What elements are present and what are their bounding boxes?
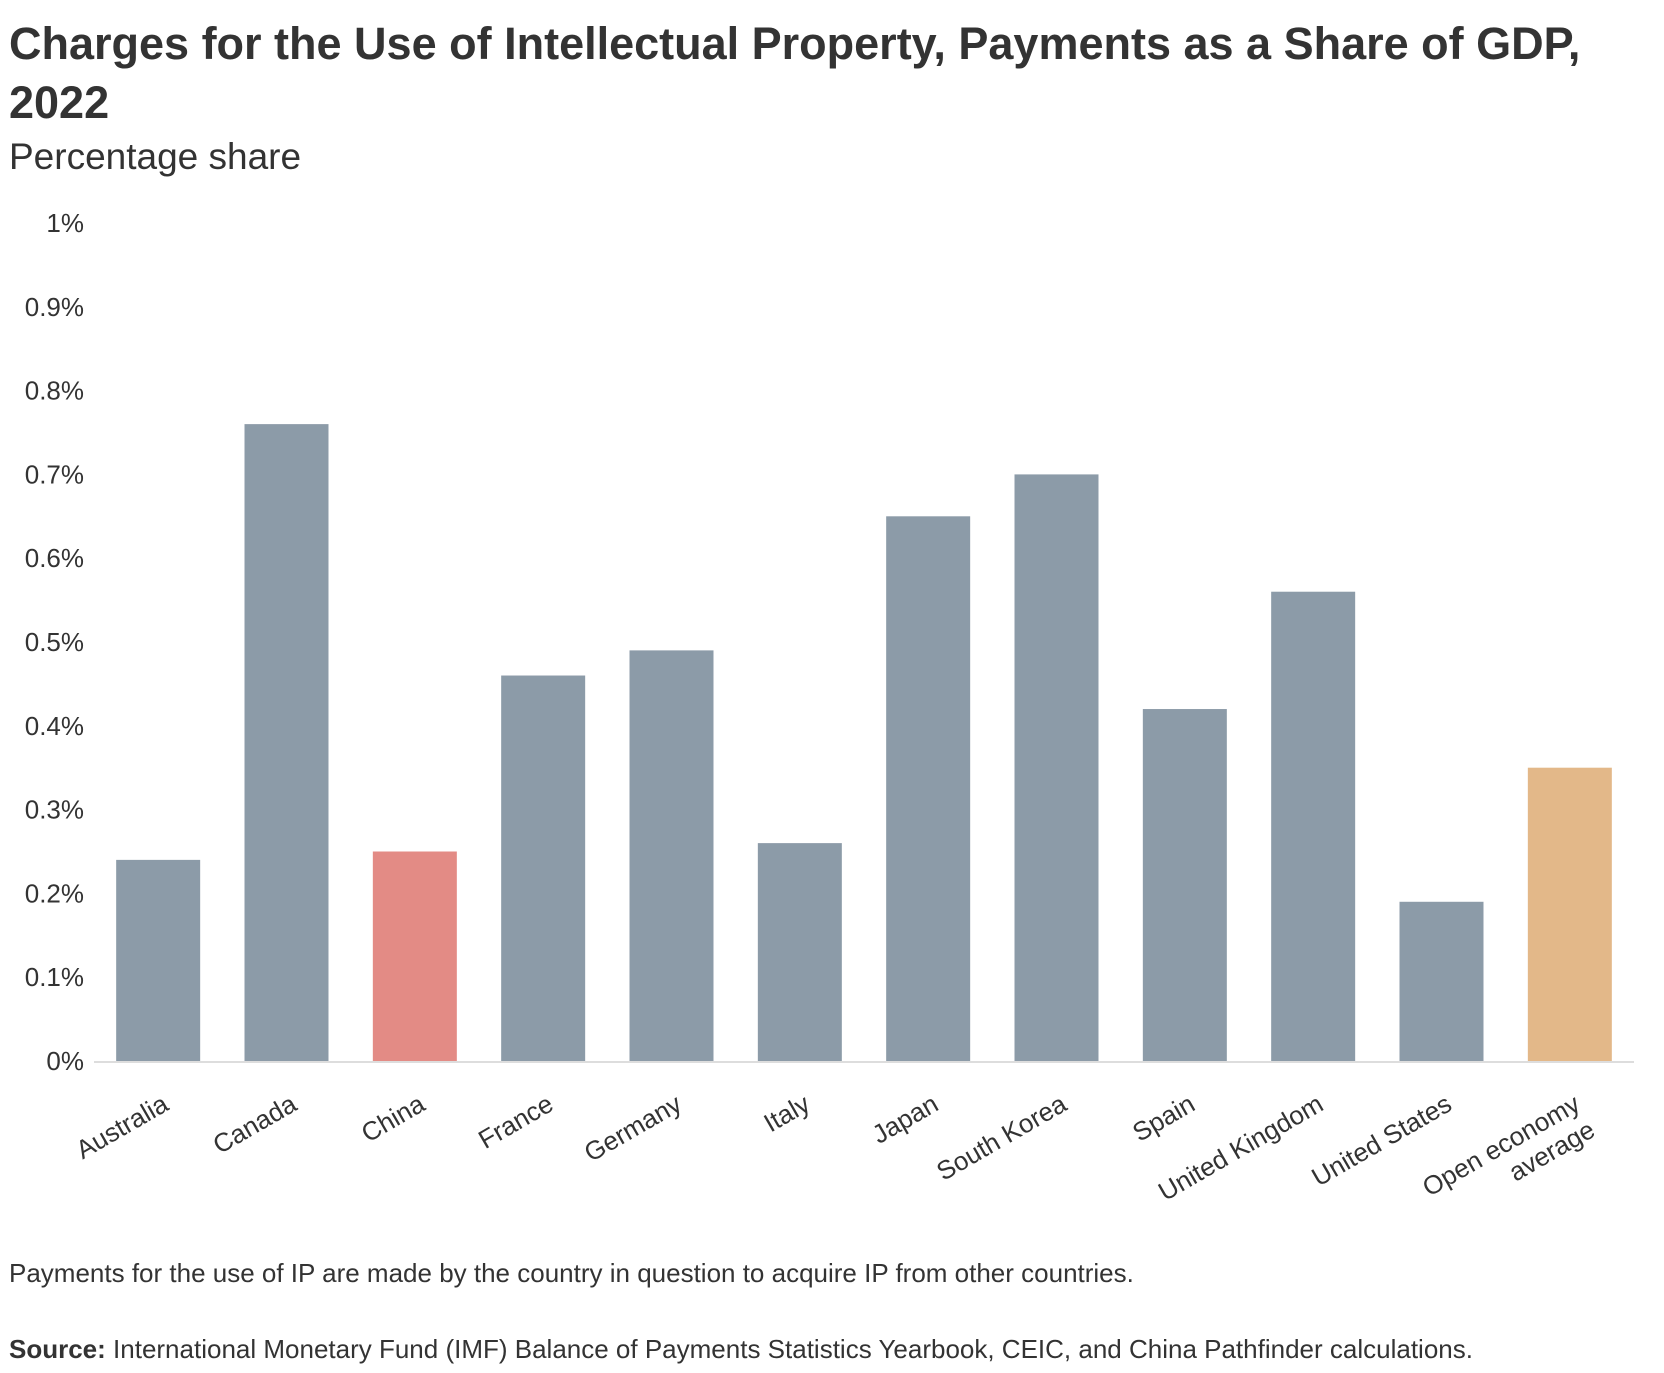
chart-note: Payments for the use of IP are made by t… bbox=[9, 1258, 1134, 1288]
bar-spain bbox=[1142, 709, 1227, 1061]
y-tick-label: 0.8% bbox=[25, 376, 84, 406]
y-tick-label: 0.7% bbox=[25, 459, 84, 489]
x-tick-label: China bbox=[356, 1088, 430, 1148]
source-label: Source: bbox=[9, 1334, 106, 1364]
bar-open-economy-average bbox=[1527, 767, 1612, 1061]
y-tick-label: 0.4% bbox=[25, 711, 84, 741]
bar-italy bbox=[757, 843, 842, 1061]
bar-germany bbox=[629, 650, 714, 1061]
bar-australia bbox=[116, 859, 201, 1061]
bar-china bbox=[372, 851, 457, 1061]
x-tick-label-line: Spain bbox=[1127, 1088, 1200, 1147]
x-tick-label-line: Canada bbox=[208, 1088, 302, 1160]
y-tick-label: 0.2% bbox=[25, 878, 84, 908]
x-tick-label-line: Germany bbox=[579, 1088, 687, 1167]
y-tick-label: 0.3% bbox=[25, 795, 84, 825]
x-tick-label-line: Italy bbox=[759, 1088, 815, 1138]
x-tick-label-line: China bbox=[356, 1088, 430, 1148]
bar-united-kingdom bbox=[1271, 591, 1356, 1061]
x-tick-label: Germany bbox=[579, 1088, 687, 1167]
x-tick-label: France bbox=[473, 1088, 558, 1154]
y-tick-label: 0% bbox=[46, 1046, 84, 1076]
chart-source: Source: International Monetary Fund (IMF… bbox=[9, 1333, 1473, 1365]
x-tick-label-line: Australia bbox=[71, 1088, 174, 1165]
x-tick-label: South Korea bbox=[931, 1088, 1072, 1187]
x-tick-label: Japan bbox=[867, 1088, 943, 1149]
bar-japan bbox=[886, 516, 971, 1061]
bar-france bbox=[501, 675, 586, 1061]
bars bbox=[116, 424, 1612, 1061]
x-tick-label: Italy bbox=[759, 1088, 815, 1138]
chart-title: Charges for the Use of Intellectual Prop… bbox=[9, 18, 1581, 128]
x-tick-label-line: Japan bbox=[867, 1088, 943, 1149]
y-tick-label: 0.5% bbox=[25, 627, 84, 657]
x-tick-label: Spain bbox=[1127, 1088, 1200, 1147]
bar-south-korea bbox=[1014, 474, 1099, 1061]
x-tick-label-line: South Korea bbox=[931, 1088, 1072, 1187]
x-axis: Australia Canada China France Germany Italy Ja… bbox=[71, 1088, 1600, 1207]
y-axis: 0% 0.1% 0.2% 0.3% 0.4% 0.5% 0.6% 0.7% 0.8% 0.9% 1% bbox=[25, 208, 84, 1076]
y-tick-label: 1% bbox=[46, 208, 84, 238]
bar-united-states bbox=[1399, 901, 1484, 1061]
x-tick-label: Canada bbox=[208, 1088, 302, 1160]
bar-canada bbox=[244, 424, 329, 1061]
source-text: International Monetary Fund (IMF) Balanc… bbox=[105, 1334, 1473, 1364]
y-tick-label: 0.1% bbox=[25, 962, 84, 992]
y-tick-label: 0.6% bbox=[25, 543, 84, 573]
x-tick-label: Australia bbox=[71, 1088, 174, 1165]
chart-subtitle: Percentage share bbox=[9, 136, 302, 177]
bar-chart: 0% 0.1% 0.2% 0.3% 0.4% 0.5% 0.6% 0.7% 0.8% 0.9% 1%… bbox=[25, 208, 1634, 1207]
x-tick-label-line: France bbox=[473, 1088, 558, 1154]
y-tick-label: 0.9% bbox=[25, 292, 84, 322]
